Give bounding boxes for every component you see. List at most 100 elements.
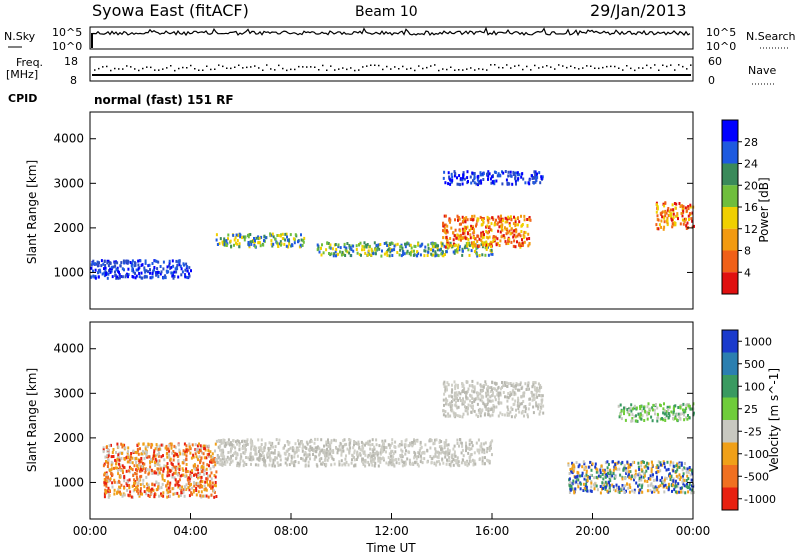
scatter-cell (368, 252, 371, 256)
scatter-cell (488, 217, 491, 221)
scatter-cell (661, 463, 664, 467)
scatter-cell (628, 465, 631, 469)
scatter-cell (485, 394, 488, 398)
scatter-cell (655, 210, 658, 214)
scatter-cell (682, 475, 684, 478)
scatter-cell (370, 253, 373, 257)
scatter-cell (217, 439, 220, 442)
scatter-cell (607, 463, 610, 466)
scatter-cell (166, 482, 169, 486)
scatter-cell (682, 477, 685, 481)
scatter-cell (106, 480, 109, 484)
scatter-cell (197, 458, 199, 462)
scatter-cell (448, 455, 450, 459)
scatter-cell (593, 487, 596, 491)
scatter-cell (676, 418, 678, 422)
nave-dot (306, 66, 308, 68)
scatter-cell (360, 253, 362, 257)
scatter-cell (260, 449, 263, 453)
scatter-cell (205, 477, 208, 481)
x-axis-label: Time UT (365, 541, 416, 554)
scatter-cell (623, 409, 626, 413)
scatter-cell (242, 464, 245, 468)
scatter-cell (476, 175, 479, 179)
scatter-cell (515, 182, 517, 186)
scatter-cell (348, 251, 351, 255)
scatter-cell (211, 481, 214, 485)
scatter-cell (393, 445, 396, 449)
scatter-cell (683, 219, 686, 223)
nave-dot (514, 65, 516, 67)
scatter-cell (496, 382, 498, 386)
scatter-cell (486, 402, 489, 406)
scatter-cell (471, 214, 474, 218)
scatter-cell (277, 441, 280, 445)
nave-dot (98, 67, 100, 70)
scatter-cell (285, 449, 288, 453)
scatter-cell (674, 479, 677, 483)
nave-dot (310, 66, 312, 68)
scatter-cell (356, 450, 359, 454)
scatter-cell (615, 486, 618, 490)
scatter-cell (190, 482, 192, 486)
scatter-cell (601, 481, 604, 485)
scatter-cell (249, 457, 251, 461)
scatter-cell (469, 460, 472, 464)
scatter-cell (153, 471, 156, 475)
scatter-cell (409, 243, 412, 247)
scatter-cell (690, 217, 693, 221)
scatter-cell (650, 469, 653, 473)
scatter-cell (528, 216, 531, 219)
scatter-cell (143, 275, 146, 279)
colorbar-tick-label: -100 (744, 448, 769, 461)
scatter-cell (206, 480, 208, 484)
nave-dot (258, 67, 260, 69)
scatter-cell (528, 218, 531, 222)
scatter-cell (489, 242, 492, 246)
scatter-cell (659, 484, 662, 488)
nsearch-label: N.Search (746, 30, 796, 43)
scatter-cell (506, 181, 509, 185)
scatter-cell (453, 380, 456, 384)
scatter-cell (468, 384, 471, 388)
colorbar-tick-label: 100 (744, 380, 765, 393)
scatter-cell (449, 405, 452, 409)
scatter-cell (507, 413, 510, 417)
scatter-cell (274, 445, 277, 449)
scatter-cell (442, 254, 445, 258)
scatter-cell (106, 454, 109, 458)
scatter-cell (364, 458, 367, 462)
scatter-cell (499, 174, 502, 178)
scatter-cell (381, 447, 384, 451)
nave-dot (482, 68, 484, 71)
scatter-cell (286, 238, 289, 242)
scatter-cell (177, 275, 180, 279)
scatter-cell (276, 241, 279, 245)
scatter-cell (486, 172, 488, 176)
scatter-cell (136, 488, 139, 492)
scatter-cell (320, 253, 323, 257)
power-cbar-label: Power [dB] (757, 177, 771, 242)
scatter-cell (158, 459, 161, 463)
scatter-cell (196, 444, 199, 448)
scatter-cell (192, 453, 195, 457)
scatter-cell (144, 259, 147, 263)
scatter-cell (195, 449, 198, 453)
scatter-cell (136, 447, 139, 451)
scatter-cell (483, 233, 485, 237)
nave-dot (414, 69, 416, 72)
scatter-cell (361, 449, 364, 453)
scatter-cell (421, 461, 424, 465)
scatter-cell (173, 451, 176, 455)
scatter-cell (284, 238, 287, 242)
colorbar-segment (722, 228, 738, 251)
scatter-cell (579, 474, 581, 478)
scatter-cell (176, 467, 179, 470)
scatter-cell (274, 448, 276, 452)
scatter-cell (131, 266, 134, 270)
scatter-cell (484, 456, 486, 460)
scatter-cell (686, 482, 688, 486)
scatter-cell (691, 484, 693, 488)
scatter-cell (619, 487, 622, 491)
scatter-cell (279, 234, 282, 238)
